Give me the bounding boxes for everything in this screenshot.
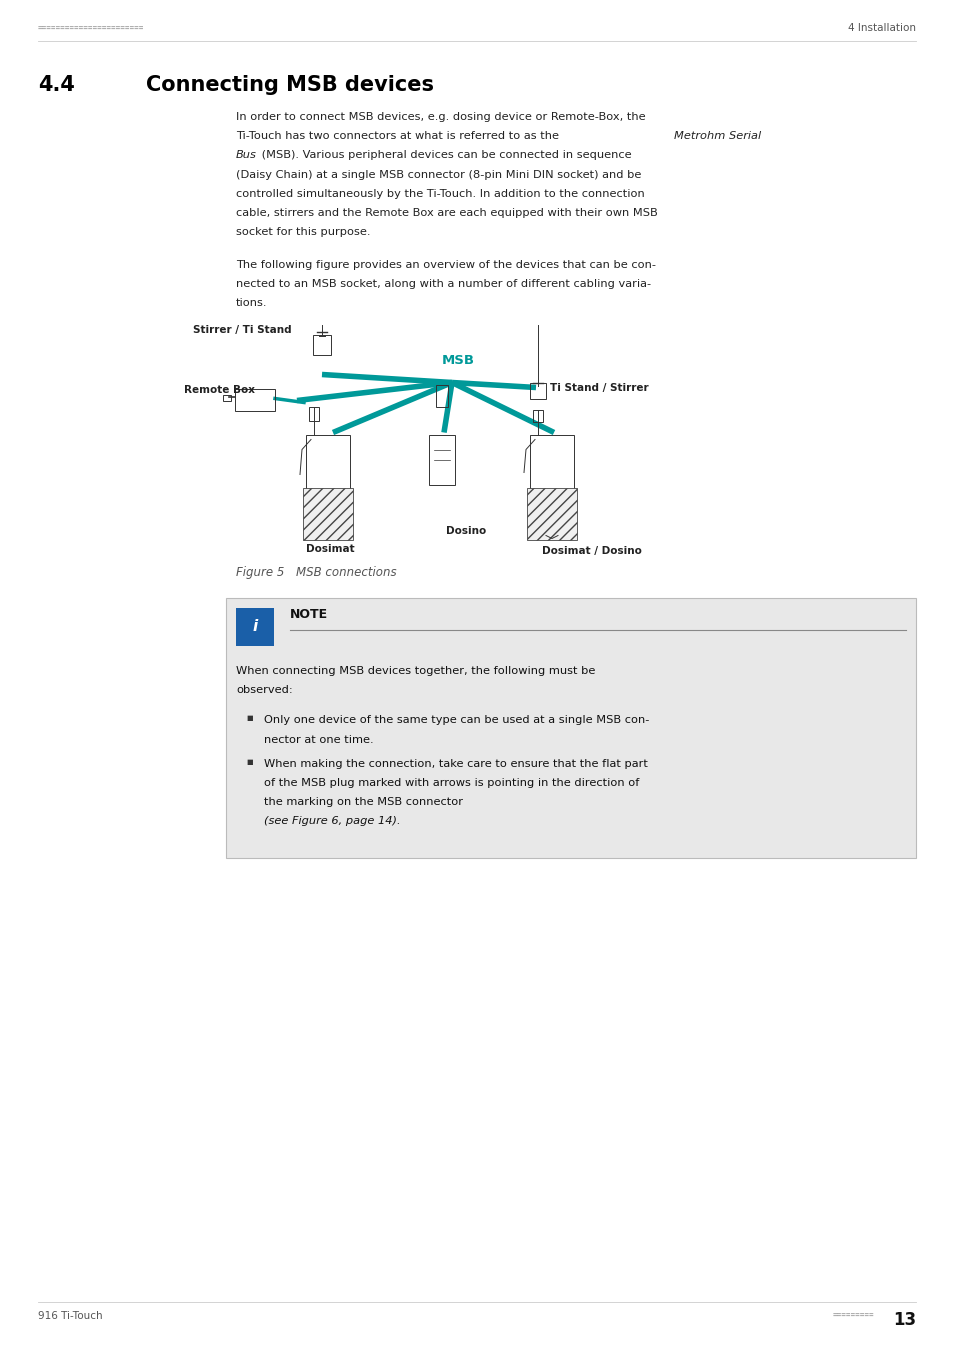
Text: ■: ■ bbox=[246, 759, 253, 764]
Text: Ti-Touch has two connectors at what is referred to as the: Ti-Touch has two connectors at what is r… bbox=[235, 131, 562, 142]
Text: Bus: Bus bbox=[235, 150, 256, 161]
Text: Connecting MSB devices: Connecting MSB devices bbox=[146, 76, 434, 95]
Text: nector at one time.: nector at one time. bbox=[264, 734, 374, 745]
Text: 916 Ti-Touch: 916 Ti-Touch bbox=[38, 1311, 103, 1322]
Text: 4 Installation: 4 Installation bbox=[847, 23, 915, 32]
Text: =======================: ======================= bbox=[38, 23, 144, 32]
Text: The following figure provides an overview of the devices that can be con-: The following figure provides an overvie… bbox=[235, 261, 656, 270]
Bar bbox=[533, 409, 542, 421]
Bar bbox=[436, 385, 448, 406]
Text: Metrohm Serial: Metrohm Serial bbox=[673, 131, 760, 142]
Bar bbox=[223, 394, 231, 401]
Text: Figure 5: Figure 5 bbox=[235, 566, 284, 579]
Text: (MSB). Various peripheral devices can be connected in sequence: (MSB). Various peripheral devices can be… bbox=[257, 150, 631, 161]
Text: In order to connect MSB devices, e.g. dosing device or Remote-Box, the: In order to connect MSB devices, e.g. do… bbox=[235, 112, 645, 122]
Text: ■: ■ bbox=[246, 716, 253, 721]
Text: (Daisy Chain) at a single MSB connector (8-pin Mini DIN socket) and be: (Daisy Chain) at a single MSB connector … bbox=[235, 170, 640, 180]
Bar bbox=[429, 435, 455, 485]
Bar bbox=[313, 335, 331, 355]
Text: When making the connection, take care to ensure that the flat part: When making the connection, take care to… bbox=[264, 759, 647, 768]
Bar bbox=[234, 389, 274, 410]
Text: MSB: MSB bbox=[441, 354, 474, 366]
Text: Dosino: Dosino bbox=[446, 525, 486, 536]
Text: When connecting MSB devices together, the following must be: When connecting MSB devices together, th… bbox=[235, 666, 595, 675]
Text: MSB connections: MSB connections bbox=[295, 566, 396, 579]
Text: controlled simultaneously by the Ti-Touch. In addition to the connection: controlled simultaneously by the Ti-Touc… bbox=[235, 189, 644, 198]
Text: of the MSB plug marked with arrows is pointing in the direction of: of the MSB plug marked with arrows is po… bbox=[264, 778, 639, 788]
Text: the marking on the MSB connector: the marking on the MSB connector bbox=[264, 796, 466, 807]
Text: tions.: tions. bbox=[235, 298, 267, 308]
Bar bbox=[530, 435, 574, 490]
Text: observed:: observed: bbox=[235, 684, 293, 695]
Text: Stirrer / Ti Stand: Stirrer / Ti Stand bbox=[193, 325, 292, 336]
Text: Only one device of the same type can be used at a single MSB con-: Only one device of the same type can be … bbox=[264, 716, 649, 725]
Bar bbox=[226, 598, 915, 857]
Text: i: i bbox=[253, 620, 257, 634]
Text: 4.4: 4.4 bbox=[38, 76, 74, 95]
Text: =========: ========= bbox=[832, 1311, 873, 1320]
Bar bbox=[309, 406, 318, 420]
Text: socket for this purpose.: socket for this purpose. bbox=[235, 227, 370, 238]
Bar bbox=[303, 487, 353, 540]
Text: (see Figure 6, page 14).: (see Figure 6, page 14). bbox=[264, 817, 400, 826]
Text: nected to an MSB socket, along with a number of different cabling varia-: nected to an MSB socket, along with a nu… bbox=[235, 279, 651, 289]
Text: 13: 13 bbox=[892, 1311, 915, 1328]
Text: NOTE: NOTE bbox=[290, 608, 328, 621]
Bar bbox=[526, 487, 577, 540]
Bar bbox=[306, 435, 350, 490]
Text: Dosimat: Dosimat bbox=[306, 544, 355, 554]
Bar bbox=[530, 382, 545, 398]
Text: cable, stirrers and the Remote Box are each equipped with their own MSB: cable, stirrers and the Remote Box are e… bbox=[235, 208, 657, 217]
Text: Dosimat / Dosino: Dosimat / Dosino bbox=[541, 545, 641, 555]
Text: Ti Stand / Stirrer: Ti Stand / Stirrer bbox=[550, 382, 648, 393]
Bar bbox=[235, 608, 274, 645]
Text: Remote Box: Remote Box bbox=[184, 385, 254, 394]
